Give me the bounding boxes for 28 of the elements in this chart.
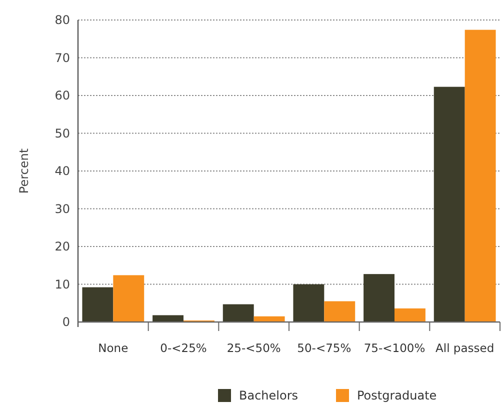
bar: [152, 315, 184, 322]
bar: [464, 30, 496, 322]
y-tick-label: 20: [54, 240, 70, 254]
y-tick-label: 10: [54, 277, 70, 292]
bar: [113, 275, 144, 322]
bar: [434, 86, 465, 322]
y-tick-label: 40: [54, 164, 70, 178]
x-tick-label: 75-<100%: [364, 341, 426, 355]
bar: [222, 304, 254, 322]
bar: [82, 287, 114, 322]
legend-label: Bachelors: [239, 388, 298, 403]
bar: [324, 301, 356, 322]
y-tick-label: 80: [54, 13, 70, 28]
x-tick-label: None: [98, 341, 128, 355]
y-tick-label: 0: [62, 315, 70, 330]
y-tick-label: 30: [54, 202, 70, 216]
bar: [364, 274, 394, 322]
y-axis-title: Percent: [17, 148, 31, 194]
legend-label: Postgraduate: [357, 388, 437, 403]
y-tick-label: 60: [54, 88, 70, 103]
bar: [394, 308, 426, 322]
x-tick-label: 0-<25%: [160, 341, 207, 355]
x-tick-label: All passed: [436, 341, 494, 355]
bar: [293, 284, 324, 322]
y-tick-label: 50: [54, 126, 70, 140]
x-tick-label: 25-<50%: [226, 341, 281, 355]
x-tick-label: 50-<75%: [297, 341, 352, 355]
y-tick-label: 70: [54, 50, 70, 65]
